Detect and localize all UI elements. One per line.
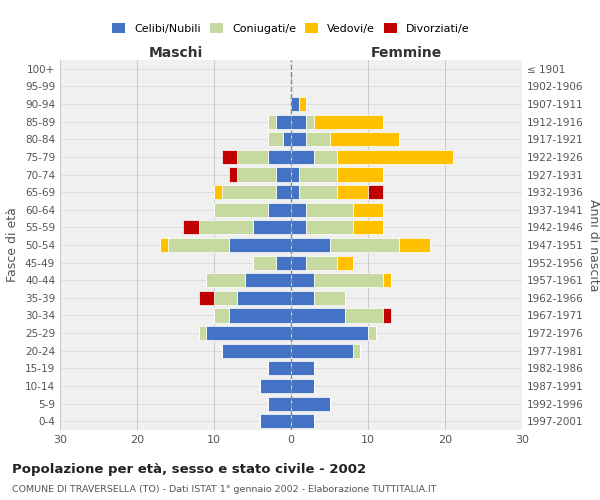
Bar bbox=[383, 308, 391, 322]
Bar bbox=[353, 220, 383, 234]
Bar bbox=[291, 273, 314, 287]
Text: COMUNE DI TRAVERSELLA (TO) - Dati ISTAT 1° gennaio 2002 - Elaborazione TUTTITALI: COMUNE DI TRAVERSELLA (TO) - Dati ISTAT … bbox=[12, 485, 437, 494]
Bar bbox=[222, 344, 291, 358]
Bar bbox=[291, 238, 329, 252]
Bar bbox=[314, 291, 345, 305]
Bar bbox=[307, 132, 329, 146]
Bar bbox=[291, 396, 329, 410]
Bar bbox=[291, 97, 299, 111]
Bar bbox=[353, 344, 360, 358]
Bar bbox=[229, 238, 291, 252]
Bar bbox=[291, 379, 314, 393]
Bar bbox=[314, 150, 337, 164]
Y-axis label: Fasce di età: Fasce di età bbox=[7, 208, 19, 282]
Bar bbox=[206, 326, 291, 340]
Bar bbox=[291, 344, 353, 358]
Bar bbox=[206, 273, 245, 287]
Bar bbox=[237, 168, 275, 181]
Bar bbox=[275, 185, 291, 199]
Bar bbox=[275, 168, 291, 181]
Legend: Celibi/Nubili, Coniugati/e, Vedovi/e, Divorziati/e: Celibi/Nubili, Coniugati/e, Vedovi/e, Di… bbox=[107, 18, 475, 40]
Bar bbox=[237, 150, 268, 164]
Bar bbox=[168, 238, 229, 252]
Bar bbox=[299, 168, 337, 181]
Bar bbox=[222, 150, 237, 164]
Bar bbox=[268, 362, 291, 376]
Bar bbox=[268, 150, 291, 164]
Bar bbox=[337, 185, 368, 199]
Bar bbox=[307, 202, 353, 217]
Bar bbox=[268, 114, 275, 128]
Bar bbox=[291, 256, 307, 270]
Bar bbox=[383, 273, 391, 287]
Text: Femmine: Femmine bbox=[371, 46, 442, 60]
Bar bbox=[291, 308, 345, 322]
Bar bbox=[291, 362, 314, 376]
Bar bbox=[299, 97, 307, 111]
Bar bbox=[199, 326, 206, 340]
Bar bbox=[260, 379, 291, 393]
Bar bbox=[353, 202, 383, 217]
Bar bbox=[275, 114, 291, 128]
Bar bbox=[314, 273, 383, 287]
Y-axis label: Anni di nascita: Anni di nascita bbox=[587, 198, 600, 291]
Bar bbox=[253, 256, 275, 270]
Bar bbox=[329, 238, 399, 252]
Bar bbox=[222, 185, 275, 199]
Bar bbox=[399, 238, 430, 252]
Bar bbox=[275, 256, 291, 270]
Bar bbox=[214, 202, 268, 217]
Bar bbox=[283, 132, 291, 146]
Bar bbox=[268, 396, 291, 410]
Bar bbox=[268, 132, 283, 146]
Bar bbox=[337, 150, 453, 164]
Bar bbox=[337, 256, 353, 270]
Bar bbox=[291, 185, 299, 199]
Text: Maschi: Maschi bbox=[148, 46, 203, 60]
Bar bbox=[314, 114, 383, 128]
Bar bbox=[237, 291, 291, 305]
Bar bbox=[307, 220, 353, 234]
Bar bbox=[229, 308, 291, 322]
Bar bbox=[291, 150, 314, 164]
Bar bbox=[345, 308, 383, 322]
Bar bbox=[229, 168, 237, 181]
Bar bbox=[291, 132, 307, 146]
Bar bbox=[291, 202, 307, 217]
Bar bbox=[268, 202, 291, 217]
Bar bbox=[260, 414, 291, 428]
Bar bbox=[337, 168, 383, 181]
Bar bbox=[291, 168, 299, 181]
Bar bbox=[368, 326, 376, 340]
Bar bbox=[291, 114, 307, 128]
Bar bbox=[291, 326, 368, 340]
Bar bbox=[291, 291, 314, 305]
Bar bbox=[253, 220, 291, 234]
Bar bbox=[214, 185, 222, 199]
Bar bbox=[291, 220, 307, 234]
Bar bbox=[245, 273, 291, 287]
Text: Popolazione per età, sesso e stato civile - 2002: Popolazione per età, sesso e stato civil… bbox=[12, 462, 366, 475]
Bar bbox=[329, 132, 399, 146]
Bar bbox=[183, 220, 199, 234]
Bar bbox=[214, 308, 229, 322]
Bar bbox=[214, 291, 237, 305]
Bar bbox=[199, 220, 253, 234]
Bar bbox=[368, 185, 383, 199]
Bar bbox=[307, 114, 314, 128]
Bar bbox=[199, 291, 214, 305]
Bar bbox=[307, 256, 337, 270]
Bar bbox=[160, 238, 168, 252]
Bar bbox=[299, 185, 337, 199]
Bar bbox=[291, 414, 314, 428]
